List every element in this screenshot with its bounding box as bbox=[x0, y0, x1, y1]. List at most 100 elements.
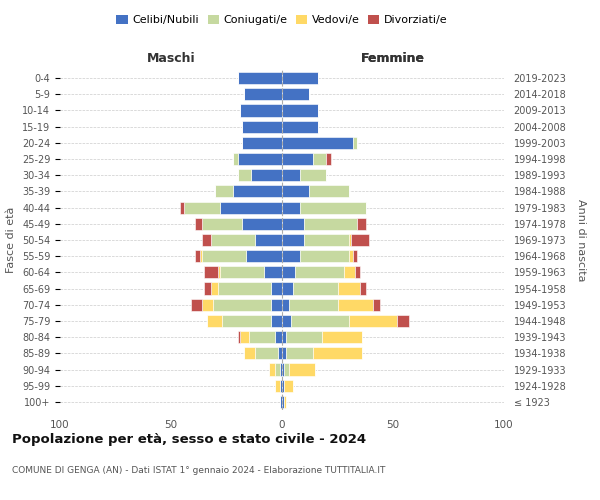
Bar bbox=[196, 218, 202, 230]
Bar bbox=[282, 364, 284, 376]
Bar bbox=[282, 137, 353, 149]
Bar bbox=[211, 282, 218, 294]
Bar bbox=[282, 153, 313, 165]
Text: COMUNE DI GENGA (AN) - Dati ISTAT 1° gennaio 2024 - Elaborazione TUTTITALIA.IT: COMUNE DI GENGA (AN) - Dati ISTAT 1° gen… bbox=[12, 466, 385, 475]
Bar bbox=[300, 202, 367, 213]
Bar bbox=[240, 104, 282, 117]
Bar bbox=[271, 282, 282, 294]
Bar bbox=[251, 169, 282, 181]
Bar bbox=[271, 298, 282, 311]
Bar bbox=[282, 234, 304, 246]
Bar bbox=[282, 380, 284, 392]
Bar bbox=[280, 380, 282, 392]
Bar bbox=[284, 396, 286, 408]
Y-axis label: Fasce di età: Fasce di età bbox=[7, 207, 16, 273]
Bar bbox=[289, 364, 316, 376]
Bar bbox=[326, 153, 331, 165]
Text: Maschi: Maschi bbox=[146, 52, 196, 65]
Bar bbox=[293, 282, 337, 294]
Bar bbox=[184, 202, 220, 213]
Bar bbox=[282, 120, 317, 132]
Bar bbox=[238, 331, 240, 343]
Bar bbox=[202, 298, 213, 311]
Bar bbox=[233, 186, 282, 198]
Bar bbox=[264, 266, 282, 278]
Bar bbox=[200, 250, 202, 262]
Bar bbox=[282, 331, 286, 343]
Bar bbox=[349, 315, 397, 327]
Bar bbox=[247, 250, 282, 262]
Bar bbox=[282, 315, 291, 327]
Bar bbox=[304, 218, 358, 230]
Bar bbox=[282, 298, 289, 311]
Bar bbox=[238, 169, 251, 181]
Bar bbox=[360, 282, 367, 294]
Bar bbox=[240, 331, 249, 343]
Text: Femmine: Femmine bbox=[361, 52, 425, 65]
Bar bbox=[215, 186, 233, 198]
Bar bbox=[242, 218, 282, 230]
Bar bbox=[358, 218, 367, 230]
Bar bbox=[289, 298, 337, 311]
Bar bbox=[220, 202, 282, 213]
Bar bbox=[256, 234, 282, 246]
Bar bbox=[202, 234, 211, 246]
Bar bbox=[300, 250, 349, 262]
Bar bbox=[275, 331, 282, 343]
Bar bbox=[282, 218, 304, 230]
Bar bbox=[284, 380, 293, 392]
Bar bbox=[282, 88, 308, 101]
Bar bbox=[344, 266, 355, 278]
Bar bbox=[204, 282, 211, 294]
Bar bbox=[269, 364, 275, 376]
Bar bbox=[218, 282, 271, 294]
Bar bbox=[353, 250, 358, 262]
Bar bbox=[286, 348, 313, 360]
Bar bbox=[351, 234, 368, 246]
Bar bbox=[300, 169, 326, 181]
Bar bbox=[180, 202, 184, 213]
Bar bbox=[304, 234, 349, 246]
Bar bbox=[202, 218, 242, 230]
Bar bbox=[206, 315, 222, 327]
Bar bbox=[242, 137, 282, 149]
Bar bbox=[282, 396, 284, 408]
Bar bbox=[196, 250, 200, 262]
Bar bbox=[337, 298, 373, 311]
Bar bbox=[282, 72, 317, 84]
Bar bbox=[282, 169, 300, 181]
Bar bbox=[313, 348, 362, 360]
Bar bbox=[282, 282, 293, 294]
Bar bbox=[238, 153, 282, 165]
Bar bbox=[282, 104, 317, 117]
Bar bbox=[280, 396, 282, 408]
Bar bbox=[308, 186, 349, 198]
Bar bbox=[349, 234, 351, 246]
Bar bbox=[295, 266, 344, 278]
Bar bbox=[204, 266, 218, 278]
Bar bbox=[349, 250, 353, 262]
Bar bbox=[275, 380, 280, 392]
Bar bbox=[291, 315, 349, 327]
Bar bbox=[191, 298, 202, 311]
Bar bbox=[222, 315, 271, 327]
Bar bbox=[353, 137, 358, 149]
Bar bbox=[280, 364, 282, 376]
Bar bbox=[355, 266, 360, 278]
Bar bbox=[286, 331, 322, 343]
Bar bbox=[242, 120, 282, 132]
Bar bbox=[202, 250, 247, 262]
Bar bbox=[284, 364, 289, 376]
Bar bbox=[213, 298, 271, 311]
Bar bbox=[282, 266, 295, 278]
Bar bbox=[238, 72, 282, 84]
Bar bbox=[244, 88, 282, 101]
Bar bbox=[233, 153, 238, 165]
Bar bbox=[282, 348, 286, 360]
Bar bbox=[278, 348, 282, 360]
Bar bbox=[275, 364, 280, 376]
Legend: Celibi/Nubili, Coniugati/e, Vedovi/e, Divorziati/e: Celibi/Nubili, Coniugati/e, Vedovi/e, Di… bbox=[112, 10, 452, 30]
Bar bbox=[220, 266, 264, 278]
Bar bbox=[337, 282, 360, 294]
Bar bbox=[282, 202, 300, 213]
